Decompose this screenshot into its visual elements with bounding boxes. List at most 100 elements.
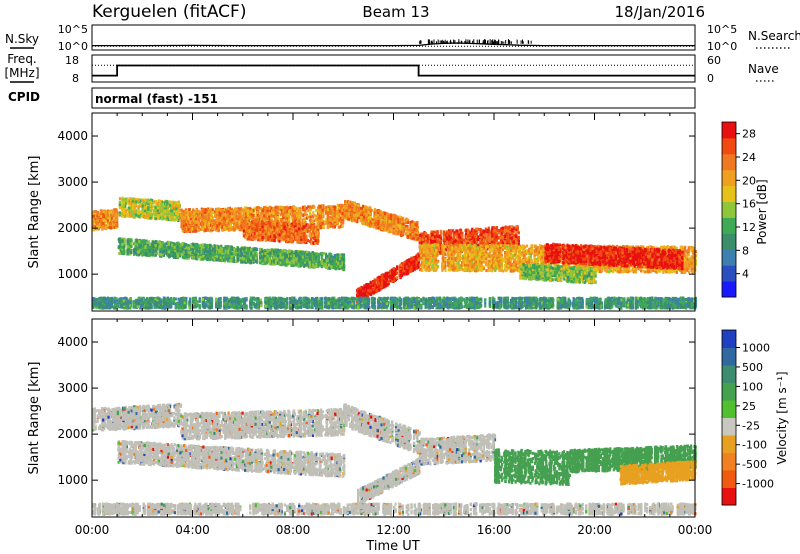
range-gate-cell [337,204,339,207]
frequency-panel: Freq. [MHz] 18 8 60 0 Nave [4,52,778,85]
range-gate-cell [338,226,340,229]
range-gate-cell [100,215,102,218]
range-gate-cell [258,215,260,218]
noise-panel: N.Sky 10^5 10^0 10^5 10^0 N.Search [5,23,800,53]
range-gate-cell [103,209,105,212]
range-gate-cell [142,199,144,202]
range-gate-cell [135,210,137,213]
range-gate-cell [144,201,146,204]
cpid-label: CPID [8,90,40,104]
range-gate-cell [150,214,152,217]
range-gate-cell [142,205,144,208]
range-gate-cell [92,218,94,221]
range-gate-cell [198,229,200,232]
range-gate-cell [334,225,336,228]
range-gate-cell [123,209,125,212]
range-gate-cell [277,216,279,219]
range-gate-cell [103,219,105,222]
range-gate-cell [144,212,146,215]
range-gate-cell [123,212,125,215]
range-gate-cell [150,217,152,220]
range-gate-cell [169,217,171,220]
range-gate-cell [115,213,117,216]
range-gate-cell [277,206,279,209]
range-gate-cell [109,226,111,229]
range-gate-cell [147,206,149,209]
range-gate-cell [119,211,121,214]
range-gate-cell [171,217,173,220]
range-gate-cell [150,201,152,204]
range-gate-cell [313,206,315,209]
frequency-panel-frame [92,55,695,82]
range-gate-cell [164,215,166,218]
range-gate-cell [334,218,336,221]
range-gate-cell [312,211,314,214]
freq-series-line [92,66,695,76]
beam-title: Beam 13 [362,3,429,21]
freq-unit: [MHz] [4,66,39,80]
nsearch-label: N.Search [748,29,800,43]
range-gate-cell [150,209,152,212]
nave-label: Nave [748,62,779,76]
range-gate-cell [288,216,290,219]
range-gate-cell [171,209,173,212]
range-gate-cell [325,222,327,225]
range-gate-cell [204,225,206,228]
range-gate-cell [138,212,140,215]
range-gate-cell [302,214,304,217]
range-gate-cell [135,200,137,203]
range-gate-cell [100,224,102,227]
nsearch-tick-bottom: 10^0 [707,40,737,53]
range-gate-cell [138,215,140,218]
range-gate-cell [169,200,171,203]
range-gate-cell [157,203,159,206]
cpid-text: normal (fast) -151 [95,92,218,106]
range-gate-cell [132,211,134,214]
range-gate-cell [341,209,343,212]
range-gate-cell [171,201,173,204]
range-gate-cell [109,211,111,214]
range-gate-cell [166,201,168,204]
range-gate-cell [263,218,265,221]
range-gate-cell [113,221,115,224]
range-gate-cell [204,211,206,214]
range-gate-cell [304,209,306,212]
freq-tick-top: 18 [65,54,79,67]
range-gate-cell [267,212,269,215]
range-gate-cell [155,217,157,220]
range-gate-cell [263,215,265,218]
range-gate-cell [260,214,262,217]
range-gate-cell [339,210,341,213]
range-gate-cell [177,213,179,216]
range-gate-cell [135,214,137,217]
range-gate-cell [162,205,164,208]
range-gate-cell [119,197,121,200]
nsky-tick-bottom: 10^0 [58,40,88,53]
range-gate-cell [171,212,173,215]
range-gate-cell [132,207,134,210]
range-gate-cell [144,210,146,213]
range-gate-cell [138,205,140,208]
range-gate-cell [280,212,282,215]
nsearch-tick-top: 10^5 [707,23,737,36]
range-gate-cell [270,214,272,217]
range-gate-cell [119,201,121,204]
range-gate-cell [198,210,200,213]
range-gate-cell [141,214,143,217]
range-gate-cell [313,219,315,222]
range-gate-cell [100,219,102,222]
range-gate-cell [96,213,98,216]
nsky-tick-top: 10^5 [58,23,88,36]
cpid-row: CPID normal (fast) -151 [8,88,695,108]
range-gate-cell [102,227,104,230]
range-gate-cell [144,216,146,219]
range-gate-cell [198,226,200,229]
range-gate-cell [309,219,311,222]
power-plot-area [92,197,697,310]
range-gate-cell [164,212,166,215]
range-gate-cell [144,199,146,202]
range-gate-cell [175,207,177,210]
range-gate-cell [176,216,178,219]
range-gate-cell [341,204,343,207]
